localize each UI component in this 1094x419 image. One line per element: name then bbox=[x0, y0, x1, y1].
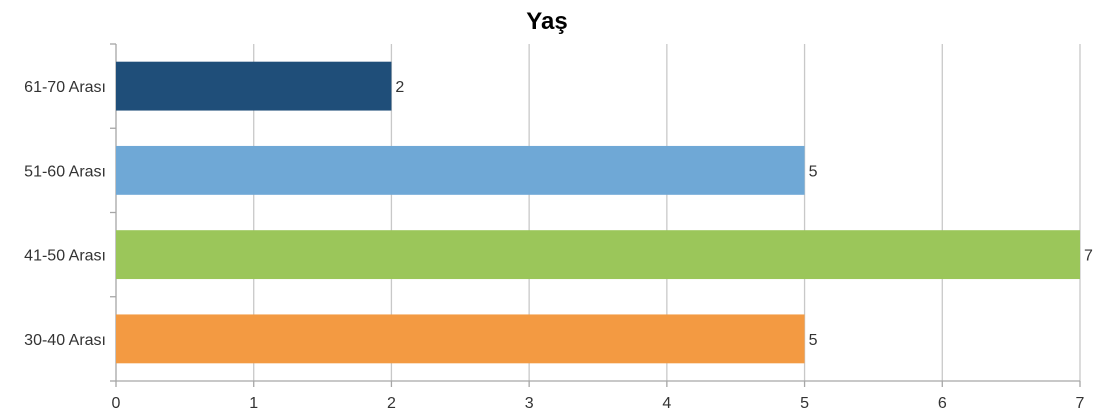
x-tick-label: 0 bbox=[112, 395, 121, 412]
bar-value-label: 7 bbox=[1084, 248, 1093, 265]
x-tick-label: 4 bbox=[662, 395, 671, 412]
x-tick-label: 1 bbox=[249, 395, 258, 412]
y-category-label: 41-50 Arası bbox=[24, 248, 106, 265]
bar-value-label: 2 bbox=[395, 79, 404, 96]
x-tick-label: 6 bbox=[938, 395, 947, 412]
x-tick-label: 7 bbox=[1076, 395, 1085, 412]
bar bbox=[116, 145, 805, 195]
x-tick-label: 2 bbox=[387, 395, 396, 412]
bar bbox=[116, 61, 392, 111]
y-category-label: 30-40 Arası bbox=[24, 332, 106, 349]
bar-value-label: 5 bbox=[809, 332, 818, 349]
bar bbox=[116, 230, 1080, 280]
y-category-label: 61-70 Arası bbox=[24, 79, 106, 96]
bar bbox=[116, 314, 805, 364]
x-tick-label: 5 bbox=[800, 395, 809, 412]
bar-value-label: 5 bbox=[809, 163, 818, 180]
y-category-label: 51-60 Arası bbox=[24, 163, 106, 180]
chart-title: Yaş bbox=[526, 8, 568, 35]
x-tick-label: 3 bbox=[525, 395, 534, 412]
